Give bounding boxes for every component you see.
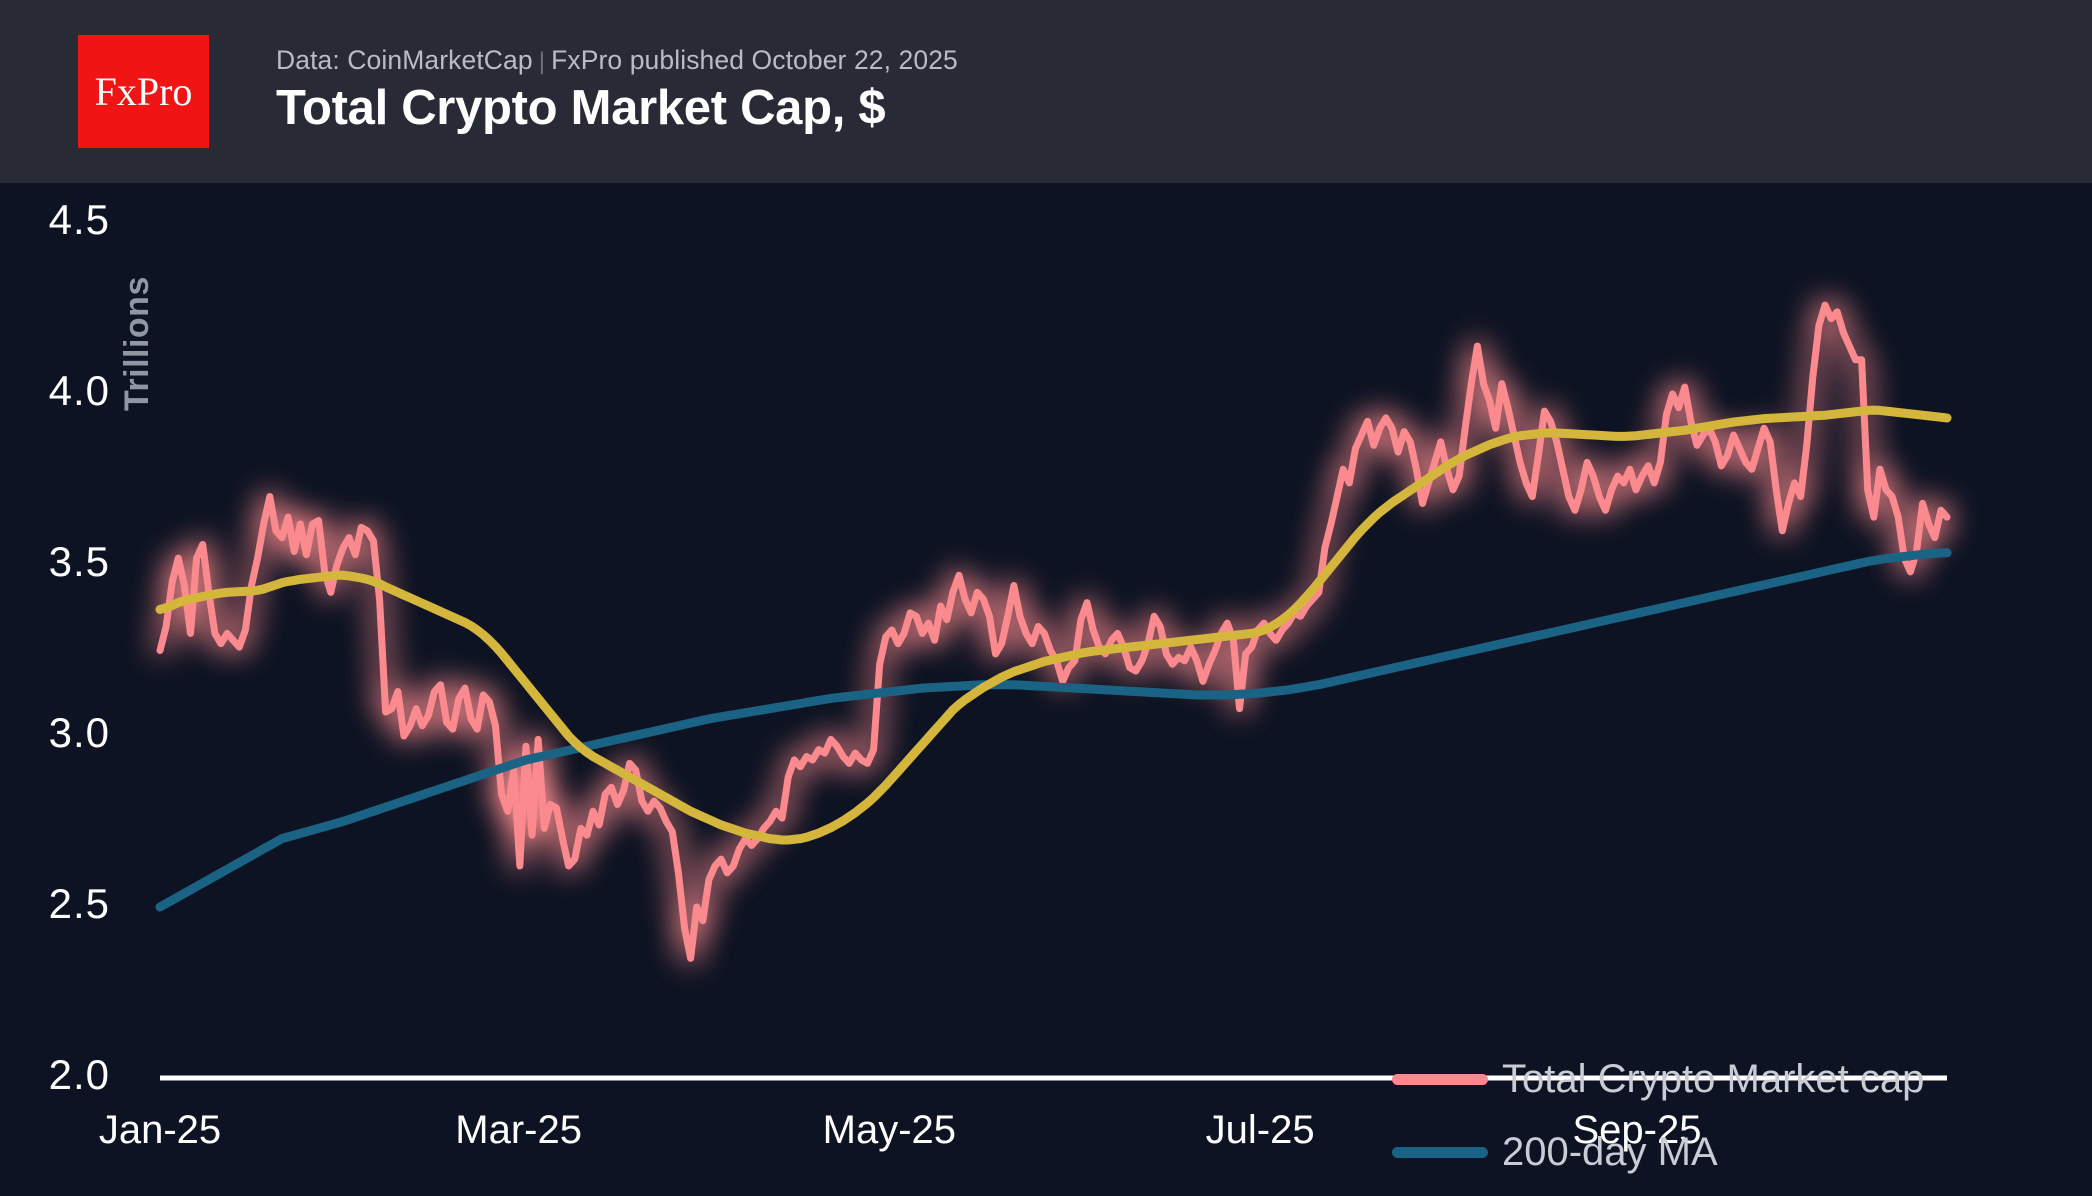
legend-item[interactable]: Total Crypto Market cap (1392, 1043, 1924, 1116)
legend-label: Total Crypto Market cap (1502, 1057, 1925, 1101)
plot-area: Trillions 2.0 2.5 3.0 3.5 4.0 4.5 Jan-25 Mar-2… (0, 183, 2092, 1196)
series-line (156, 301, 1951, 962)
legend-swatch-2 (1392, 1147, 1488, 1158)
x-tick-label: May-25 (822, 1108, 957, 1152)
logo-text: FxPro (94, 68, 193, 114)
fxpro-logo: FxPro (78, 35, 209, 148)
subtitle-separator: | (538, 48, 546, 75)
legend-swatch-1 (1392, 1074, 1488, 1085)
y-tick-label: 3.5 (48, 538, 110, 585)
legend-label: 200-day MA (1502, 1130, 1718, 1174)
publisher-label: FxPro published October 22, 2025 (551, 45, 958, 75)
x-tick-label: Jul-25 (1205, 1108, 1315, 1152)
y-tick-label: 2.5 (48, 880, 110, 927)
y-tick-label: 3.0 (48, 709, 110, 756)
data-source-label: Data: CoinMarketCap (276, 45, 533, 75)
series-line (155, 548, 1952, 912)
series-layer (155, 301, 1952, 962)
subtitle: Data: CoinMarketCap | FxPro published Octo… (276, 45, 958, 76)
page-title: Total Crypto Market Cap, $ (276, 81, 886, 135)
y-tick-label: 4.0 (48, 367, 110, 414)
x-tick-label: Jan-25 (98, 1108, 222, 1152)
chart-svg (155, 301, 1952, 1081)
x-tick-label: Mar-25 (455, 1108, 582, 1152)
legend-item[interactable]: 50-day MA (1392, 1189, 1924, 1196)
y-tick-label: 2.0 (48, 1051, 110, 1098)
series-line (155, 405, 1952, 845)
chart-legend: Total Crypto Market cap 200-day MA 50-day … (1392, 1043, 1924, 1196)
x-tick-label: Sep-25 (1572, 1108, 1702, 1152)
header-bar: FxPro Data: CoinMarketCap | FxPro publishe… (0, 0, 2092, 183)
y-tick-label: 4.5 (48, 196, 110, 243)
legend-item[interactable]: 200-day MA (1392, 1116, 1924, 1189)
y-axis-label: Trillions (118, 276, 156, 411)
